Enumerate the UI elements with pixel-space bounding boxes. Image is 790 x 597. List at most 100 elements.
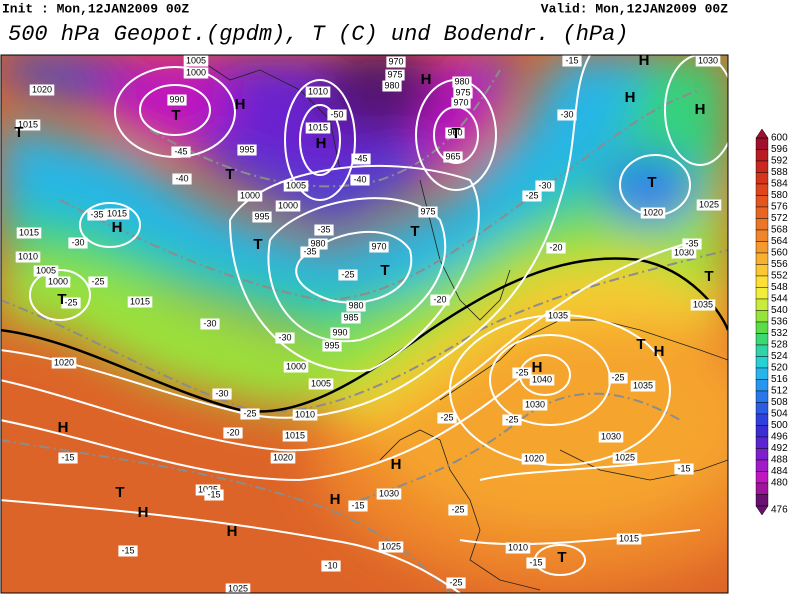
label-box [127,296,153,308]
isoline-label: 1000 [240,190,260,200]
pressure-center: H [391,456,402,473]
colorbar-label: 528 [771,340,788,351]
label-box [292,409,318,421]
isoline-label: 1015 [19,227,39,237]
isoline-label: -25 [341,269,354,279]
isoline-label: -20 [226,427,239,437]
label-box [545,310,571,322]
label-box [351,153,371,165]
isoline-label: 1015 [18,119,38,129]
isoline-label: -30 [215,388,228,398]
colorbar-band [755,471,769,484]
label-box [45,276,71,288]
label-box [308,238,328,250]
colorbar-band [755,218,769,231]
label-box [61,297,81,309]
colorbar-label: 580 [771,190,788,201]
label-box [212,388,232,400]
label-box [418,206,438,218]
isoline-label: -30 [560,109,573,119]
label-box [283,180,309,192]
colorbar-label: 592 [771,156,788,167]
isoline-label: -45 [354,153,367,163]
colorbar-label: 536 [771,317,788,328]
pressure-center: T [225,166,234,183]
isoline-label: 1020 [643,207,663,217]
label-box [682,238,702,250]
isoline-label: 1000 [186,67,206,77]
label-box [452,76,472,88]
isoline-label: 1010 [308,86,328,96]
isoline-label: -15 [351,500,364,510]
colorbar-label: 496 [771,432,788,443]
pressure-center: T [115,484,124,501]
valid-time: Valid: Mon,12JAN2009 00Z [541,1,728,16]
label-box [341,312,361,324]
colorbar-band [755,241,769,254]
colorbar-label: 548 [771,282,788,293]
isoline-label: -10 [324,560,337,570]
colorbar-label: 576 [771,202,788,213]
label-box [562,55,582,67]
pressure-center: T [410,223,419,240]
isoline-label: 1005 [36,265,56,275]
isoline-label: -25 [440,412,453,422]
colorbar-band [755,321,769,334]
label-box [305,122,331,134]
pressure-center: H [330,491,341,508]
label-box [330,327,350,339]
label-box [16,227,42,239]
colorbar-band [755,264,769,277]
pressure-center: T [14,124,23,141]
colorbar-band [755,356,769,369]
colorbar-band [755,287,769,300]
isoline-label: 1000 [278,200,298,210]
label-box [172,173,192,185]
init-time: Init : Mon,12JAN2009 00Z [2,1,189,16]
label-box [448,504,468,516]
label-box [437,412,457,424]
colorbar-band [755,333,769,346]
isoline-label: -15 [61,452,74,462]
isoline-label: -25 [243,408,256,418]
label-box [616,533,642,545]
colorbar-label: 500 [771,420,788,431]
isoline-label: 960 [447,127,462,137]
label-box [15,119,41,131]
label-box [171,146,191,158]
label-box [350,174,370,186]
label-box [557,109,577,121]
isoline-label: -15 [565,55,578,65]
isoline-label: -25 [64,297,77,307]
colorbar-label: 588 [771,167,788,178]
isoline-label: -25 [451,504,464,514]
label-box [15,251,41,263]
colorbar-label: 508 [771,397,788,408]
isoline-label: -30 [278,332,291,342]
colorbar-band [755,206,769,219]
colorbar-label: 516 [771,374,788,385]
isoline-label: 985 [343,312,358,322]
label-box [598,431,624,443]
isoline-label: -45 [174,146,187,156]
isoline-label: -15 [121,545,134,555]
label-box [237,190,263,202]
colorbar-label: 480 [771,478,788,489]
label-box [522,190,542,202]
isoline-label: 995 [239,144,254,154]
isoline-label: 980 [310,238,325,248]
pressure-center: H [227,523,238,540]
isoline-label: 1030 [379,488,399,498]
colorbar-label: 488 [771,455,788,466]
isoline-label: 1010 [508,542,528,552]
isoline-label: -30 [203,318,216,328]
colorbar-band [755,436,769,449]
label-box [512,367,532,379]
label-box [674,463,694,475]
colorbar-band [755,137,769,150]
pressure-center: H [316,135,327,152]
isoline-label: 1015 [619,533,639,543]
colorbar-label: 564 [771,236,788,247]
